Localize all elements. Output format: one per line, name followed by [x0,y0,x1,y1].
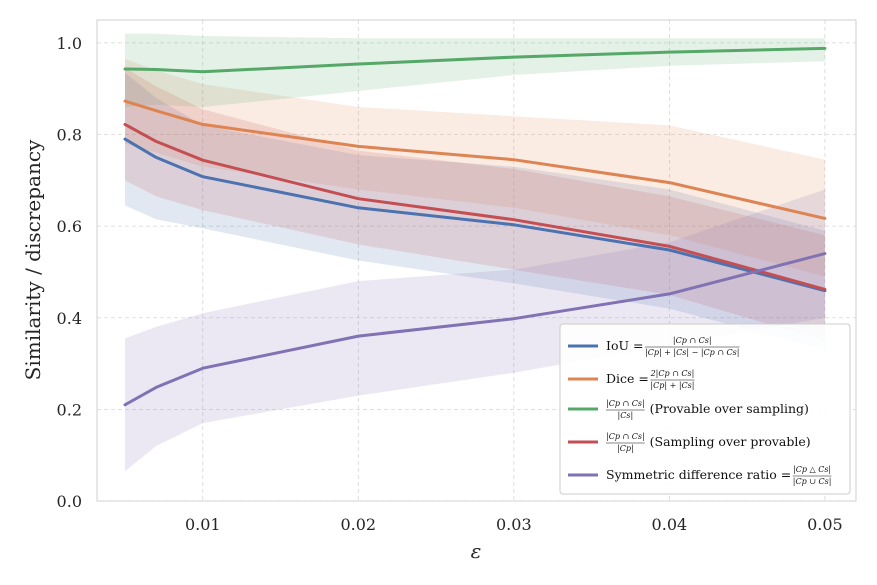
line-series-3 [123,122,827,291]
band-series-0 [125,72,825,350]
x-tick-label: 0.05 [807,515,843,534]
legend-label: Symmetric difference ratio [606,467,777,482]
legend-formula-denominator: |Cp| + |Cs| [650,381,694,390]
line-series-2 [123,46,827,74]
legend-formula-numerator: |Cp ∩ Cs| [606,399,645,408]
x-axis-label: ε [471,539,482,563]
line-series-4 [123,252,827,407]
y-tick-label: 0.4 [57,309,82,328]
legend-formula-denominator: |Cp ∪ Cs| [793,477,832,486]
y-tick-label: 0.0 [57,492,82,511]
legend-formula-denominator: |Cp| + |Cs| − |Cp ∩ Cs| [645,348,739,357]
band-series-3 [125,68,825,341]
legend-label: Dice [606,371,634,386]
legend: IoU = |Cp ∩ Cs| |Cp| + |Cs| − |Cp ∩ Cs| Dice… [559,323,851,495]
x-tick-label: 0.01 [185,515,221,534]
y-tick-label: 0.8 [57,126,82,145]
legend-label: (Sampling over provable) [650,434,811,449]
x-tick-labels: 0.01 0.02 0.03 0.04 0.05 [185,515,843,534]
line-series-1 [123,99,827,220]
legend-formula-numerator: |Cp △ Cs| [793,465,831,474]
legend-formula-numerator: 2|Cp ∩ Cs| [650,369,695,378]
y-tick-label: 0.6 [57,217,82,236]
legend-equals: = [638,371,648,386]
legend-formula-denominator: |Cp| [617,444,634,453]
legend-label: IoU [606,338,629,353]
line-series-0 [123,137,827,293]
y-tick-label: 0.2 [57,400,82,419]
y-tick-label: 1.0 [57,34,82,53]
legend-box [559,323,851,495]
legend-equals: = [781,467,791,482]
x-tick-label: 0.04 [652,515,688,534]
band-series-1 [125,58,825,277]
confidence-bands [125,33,825,472]
legend-formula-numerator: |Cp ∩ Cs| [606,432,645,441]
y-tick-labels: 0.0 0.2 0.4 0.6 0.8 1.0 [57,34,82,511]
series-lines [123,46,827,407]
x-tick-label: 0.03 [496,515,532,534]
legend-label: (Provable over sampling) [650,401,809,416]
x-tick-label: 0.02 [340,515,376,534]
band-series-4 [125,189,825,472]
legend-equals: = [633,338,643,353]
y-axis-label: Similarity / discrepancy [21,139,45,380]
legend-formula-denominator: |Cs| [618,411,634,420]
legend-formula-numerator: |Cp ∩ Cs| [673,336,712,345]
